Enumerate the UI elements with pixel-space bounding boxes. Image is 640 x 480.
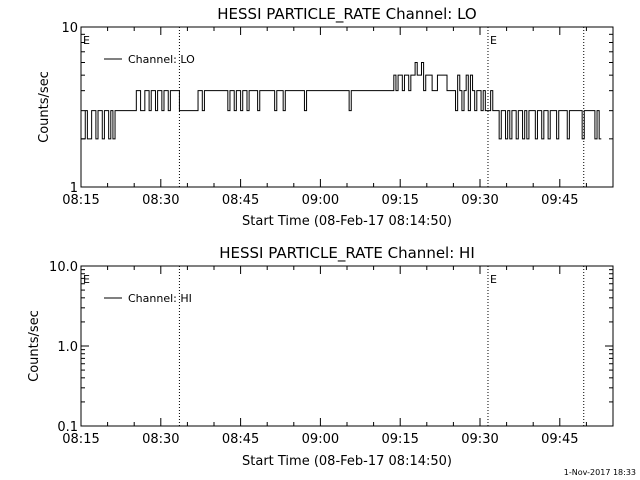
x-tick-label: 08:45: [222, 432, 259, 447]
y-tick-label: 10.0: [49, 260, 78, 275]
x-ticks-hi: 08:15 08:30 08:45 09:00 09:15 09:30 09:45: [62, 266, 614, 447]
x-tick-label: 08:45: [222, 193, 259, 208]
y-tick-label: 0.1: [57, 420, 78, 435]
chart-title-lo: HESSI PARTICLE_RATE Channel: LO: [217, 5, 476, 24]
legend-label-hi: Channel: HI: [128, 292, 192, 305]
legend-label-lo: Channel: LO: [128, 53, 195, 66]
x-tick-label: 08:15: [62, 193, 99, 208]
lo-channel-panel: HESSI PARTICLE_RATE Channel: LO Counts/s…: [37, 5, 614, 229]
x-tick-label: 09:45: [541, 432, 578, 447]
x-tick-label: 08:30: [142, 193, 179, 208]
x-tick-label: 09:00: [302, 193, 339, 208]
x-tick-label: 08:30: [142, 432, 179, 447]
x-tick-label: 09:30: [461, 432, 498, 447]
hi-channel-panel: HESSI PARTICLE_RATE Channel: HI Counts/s…: [27, 244, 614, 469]
x-tick-label: 09:15: [381, 432, 418, 447]
x-tick-label: 09:30: [461, 193, 498, 208]
y-ticks-hi: 0.1 1.0 10.0: [49, 260, 613, 435]
plot-frame-hi: [80, 265, 614, 427]
x-ticks-lo: 08:15 08:30 08:45 09:00 09:15 09:30 09:45: [62, 27, 614, 208]
plot-frame-lo: [80, 26, 614, 188]
y-ticks-lo: 1 10: [61, 21, 613, 196]
x-tick-label: 09:45: [541, 193, 578, 208]
y-axis-label-lo: Counts/sec: [37, 71, 52, 143]
y-tick-label: 10: [61, 21, 78, 36]
footer-timestamp: 1-Nov-2017 18:33: [564, 468, 636, 477]
chart-title-hi: HESSI PARTICLE_RATE Channel: HI: [219, 244, 475, 263]
y-tick-label: 1: [70, 181, 78, 196]
x-axis-label-lo: Start Time (08-Feb-17 08:14:50): [242, 214, 452, 229]
y-axis-label-hi: Counts/sec: [27, 310, 42, 382]
dotted-lines-hi: [178, 266, 585, 426]
x-tick-label: 09:00: [302, 432, 339, 447]
event-marker-label: E: [83, 273, 90, 286]
x-tick-label: 08:15: [62, 432, 99, 447]
series-line-lo: [81, 61, 602, 140]
dotted-lines-lo: [178, 27, 585, 187]
event-marker-label: E: [83, 34, 90, 47]
event-marker-label: E: [490, 273, 497, 286]
x-axis-label-hi: Start Time (08-Feb-17 08:14:50): [242, 454, 452, 469]
y-tick-label: 1.0: [57, 340, 78, 355]
event-marker-label: E: [490, 34, 497, 47]
x-tick-label: 09:15: [381, 193, 418, 208]
